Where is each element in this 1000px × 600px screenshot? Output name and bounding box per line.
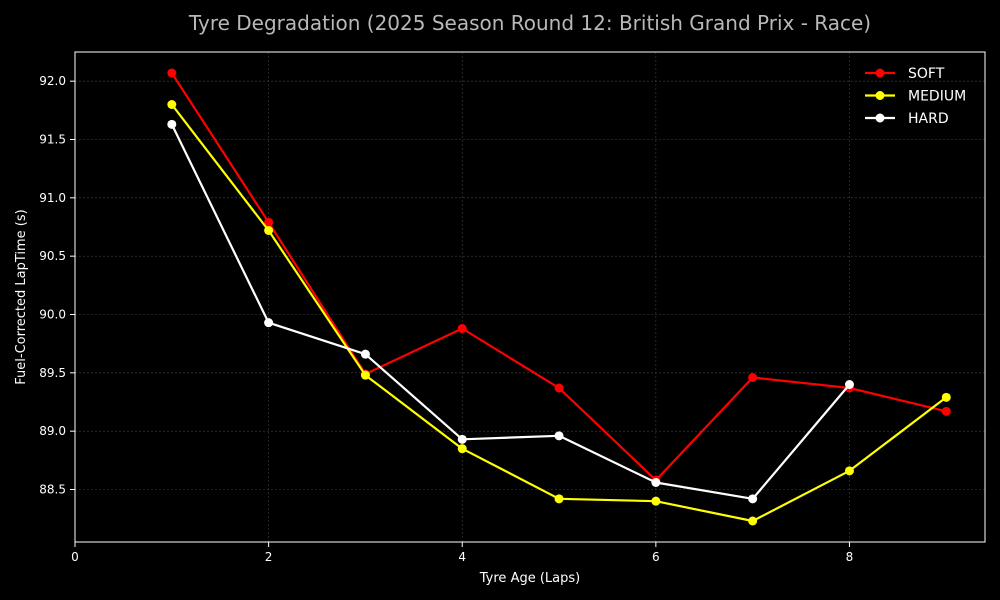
hard-data-point bbox=[844, 380, 854, 389]
medium-data-point bbox=[748, 516, 758, 526]
soft-data-point bbox=[748, 373, 758, 382]
legend-hard-label: HARD bbox=[908, 111, 949, 127]
legend-medium-marker bbox=[875, 91, 885, 100]
series-lines bbox=[167, 68, 951, 526]
medium-data-point bbox=[554, 494, 564, 504]
chart-title: Tyre Degradation (2025 Season Round 12: … bbox=[188, 11, 871, 35]
medium-data-point bbox=[941, 392, 951, 402]
hard-data-point bbox=[264, 318, 274, 328]
y-tick-label: 89.0 bbox=[39, 424, 66, 438]
plot-frame bbox=[74, 51, 986, 543]
legend-soft-marker bbox=[875, 68, 885, 78]
y-tick-label: 91.5 bbox=[39, 133, 66, 147]
y-tick-label: 90.0 bbox=[39, 308, 66, 322]
medium-data-point bbox=[360, 370, 370, 380]
x-axis-label: Tyre Age (Laps) bbox=[479, 571, 580, 586]
x-tick-label: 6 bbox=[652, 550, 660, 564]
axis-ticks: 0 2 4 6 8 88.5 89.0 89.5 90.0 90.5 91.0 91.5 92.0 bbox=[39, 74, 853, 564]
hard-data-point bbox=[360, 349, 370, 359]
medium-data-point bbox=[457, 444, 467, 454]
soft-data-point bbox=[264, 217, 274, 227]
soft-data-point bbox=[941, 406, 951, 416]
x-tick-label: 0 bbox=[71, 550, 79, 564]
hard-data-point bbox=[554, 431, 564, 441]
y-tick-label: 88.5 bbox=[39, 483, 66, 497]
soft-data-point bbox=[554, 383, 564, 393]
medium-data-point bbox=[844, 466, 854, 476]
hard-data-point bbox=[167, 119, 177, 129]
y-tick-label: 90.5 bbox=[39, 249, 66, 263]
x-tick-label: 8 bbox=[846, 550, 854, 564]
legend: SOFT MEDIUM HARD bbox=[865, 66, 966, 127]
hard-data-point bbox=[457, 434, 467, 444]
y-tick-label: 92.0 bbox=[39, 74, 66, 88]
y-tick-label: 91.0 bbox=[39, 191, 66, 205]
soft-data-point bbox=[167, 68, 177, 78]
hard-data-point bbox=[748, 494, 758, 504]
x-tick-label: 4 bbox=[458, 550, 466, 564]
legend-medium-label: MEDIUM bbox=[908, 89, 966, 105]
medium-data-point bbox=[264, 226, 274, 235]
legend-soft-label: SOFT bbox=[908, 66, 945, 82]
y-axis-label: Fuel-Corrected LapTime (s) bbox=[14, 209, 29, 384]
soft-data-point bbox=[457, 324, 467, 333]
medium-data-point bbox=[651, 496, 661, 506]
hard-series-line bbox=[170, 123, 851, 500]
y-tick-label: 89.5 bbox=[39, 366, 66, 380]
hard-data-point bbox=[651, 478, 661, 487]
x-tick-label: 2 bbox=[265, 550, 273, 564]
legend-hard-marker bbox=[875, 113, 885, 123]
medium-data-point bbox=[167, 100, 177, 109]
